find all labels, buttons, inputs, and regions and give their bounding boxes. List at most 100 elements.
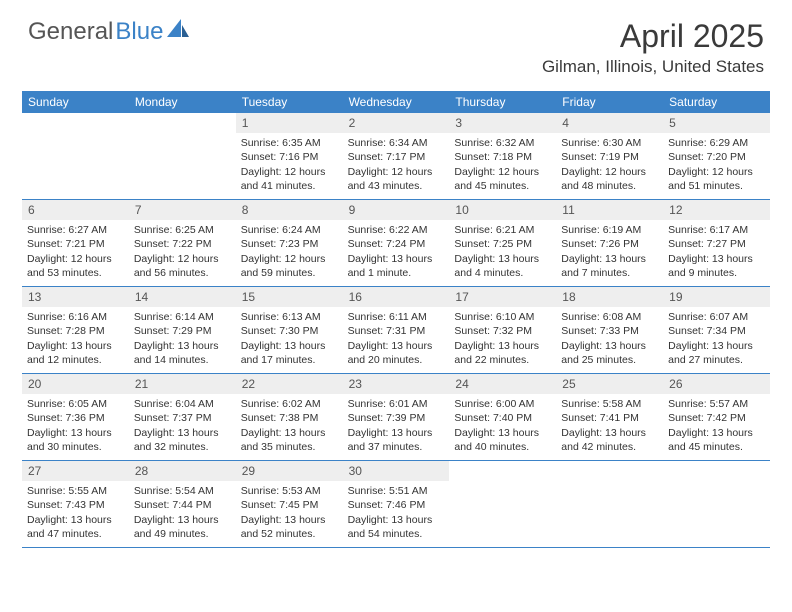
day-cell: 30Sunrise: 5:51 AMSunset: 7:46 PMDayligh… (343, 461, 450, 547)
day-cell: 4Sunrise: 6:30 AMSunset: 7:19 PMDaylight… (556, 113, 663, 199)
daylight-text: Daylight: 13 hours (348, 513, 445, 527)
day-cell: 28Sunrise: 5:54 AMSunset: 7:44 PMDayligh… (129, 461, 236, 547)
sunrise-text: Sunrise: 6:30 AM (561, 136, 658, 150)
day-number: 8 (236, 200, 343, 220)
day-body: Sunrise: 6:30 AMSunset: 7:19 PMDaylight:… (556, 133, 663, 198)
daylight-text: Daylight: 12 hours (348, 165, 445, 179)
day-cell: 1Sunrise: 6:35 AMSunset: 7:16 PMDaylight… (236, 113, 343, 199)
daylight-text: Daylight: 13 hours (348, 339, 445, 353)
daylight-text: and 52 minutes. (241, 527, 338, 541)
sunrise-text: Sunrise: 6:17 AM (668, 223, 765, 237)
day-body: Sunrise: 5:57 AMSunset: 7:42 PMDaylight:… (663, 394, 770, 459)
day-number: 15 (236, 287, 343, 307)
day-cell: 25Sunrise: 5:58 AMSunset: 7:41 PMDayligh… (556, 374, 663, 460)
day-cell: 9Sunrise: 6:22 AMSunset: 7:24 PMDaylight… (343, 200, 450, 286)
sunset-text: Sunset: 7:40 PM (454, 411, 551, 425)
day-body: Sunrise: 6:29 AMSunset: 7:20 PMDaylight:… (663, 133, 770, 198)
day-body: Sunrise: 6:11 AMSunset: 7:31 PMDaylight:… (343, 307, 450, 372)
day-body: Sunrise: 6:16 AMSunset: 7:28 PMDaylight:… (22, 307, 129, 372)
sunset-text: Sunset: 7:32 PM (454, 324, 551, 338)
day-number: 6 (22, 200, 129, 220)
daylight-text: and 59 minutes. (241, 266, 338, 280)
sunset-text: Sunset: 7:27 PM (668, 237, 765, 251)
sunset-text: Sunset: 7:33 PM (561, 324, 658, 338)
day-number: 4 (556, 113, 663, 133)
day-number: 10 (449, 200, 556, 220)
dow-cell: Saturday (663, 91, 770, 113)
daylight-text: Daylight: 13 hours (668, 252, 765, 266)
day-number: 21 (129, 374, 236, 394)
daylight-text: and 45 minutes. (454, 179, 551, 193)
day-number: 20 (22, 374, 129, 394)
week-row: 1Sunrise: 6:35 AMSunset: 7:16 PMDaylight… (22, 113, 770, 200)
day-cell (22, 113, 129, 199)
week-row: 13Sunrise: 6:16 AMSunset: 7:28 PMDayligh… (22, 287, 770, 374)
day-number: 25 (556, 374, 663, 394)
daylight-text: Daylight: 13 hours (241, 513, 338, 527)
daylight-text: Daylight: 13 hours (561, 339, 658, 353)
sunset-text: Sunset: 7:39 PM (348, 411, 445, 425)
day-cell: 8Sunrise: 6:24 AMSunset: 7:23 PMDaylight… (236, 200, 343, 286)
day-cell (129, 113, 236, 199)
day-body: Sunrise: 6:13 AMSunset: 7:30 PMDaylight:… (236, 307, 343, 372)
day-number: 30 (343, 461, 450, 481)
daylight-text: Daylight: 13 hours (454, 426, 551, 440)
sail-icon (167, 18, 189, 46)
day-body: Sunrise: 6:17 AMSunset: 7:27 PMDaylight:… (663, 220, 770, 285)
day-body: Sunrise: 6:00 AMSunset: 7:40 PMDaylight:… (449, 394, 556, 459)
sunrise-text: Sunrise: 5:57 AM (668, 397, 765, 411)
month-title: April 2025 (542, 18, 764, 55)
day-body: Sunrise: 5:55 AMSunset: 7:43 PMDaylight:… (22, 481, 129, 546)
day-cell: 11Sunrise: 6:19 AMSunset: 7:26 PMDayligh… (556, 200, 663, 286)
day-body: Sunrise: 6:24 AMSunset: 7:23 PMDaylight:… (236, 220, 343, 285)
daylight-text: and 54 minutes. (348, 527, 445, 541)
day-body: Sunrise: 6:27 AMSunset: 7:21 PMDaylight:… (22, 220, 129, 285)
daylight-text: and 25 minutes. (561, 353, 658, 367)
sunrise-text: Sunrise: 6:00 AM (454, 397, 551, 411)
daylight-text: and 4 minutes. (454, 266, 551, 280)
daylight-text: Daylight: 12 hours (241, 165, 338, 179)
day-cell: 23Sunrise: 6:01 AMSunset: 7:39 PMDayligh… (343, 374, 450, 460)
dow-cell: Monday (129, 91, 236, 113)
daylight-text: Daylight: 13 hours (27, 339, 124, 353)
daylight-text: Daylight: 13 hours (348, 426, 445, 440)
daylight-text: Daylight: 12 hours (668, 165, 765, 179)
sunrise-text: Sunrise: 5:58 AM (561, 397, 658, 411)
day-number: 16 (343, 287, 450, 307)
daylight-text: Daylight: 13 hours (454, 252, 551, 266)
daylight-text: Daylight: 12 hours (241, 252, 338, 266)
day-number: 9 (343, 200, 450, 220)
sunrise-text: Sunrise: 6:25 AM (134, 223, 231, 237)
day-body: Sunrise: 6:05 AMSunset: 7:36 PMDaylight:… (22, 394, 129, 459)
daylight-text: Daylight: 13 hours (241, 426, 338, 440)
day-body: Sunrise: 6:07 AMSunset: 7:34 PMDaylight:… (663, 307, 770, 372)
day-cell: 3Sunrise: 6:32 AMSunset: 7:18 PMDaylight… (449, 113, 556, 199)
day-body: Sunrise: 6:10 AMSunset: 7:32 PMDaylight:… (449, 307, 556, 372)
daylight-text: Daylight: 13 hours (668, 339, 765, 353)
day-cell: 6Sunrise: 6:27 AMSunset: 7:21 PMDaylight… (22, 200, 129, 286)
day-cell (663, 461, 770, 547)
sunset-text: Sunset: 7:31 PM (348, 324, 445, 338)
sunrise-text: Sunrise: 5:53 AM (241, 484, 338, 498)
daylight-text: Daylight: 12 hours (561, 165, 658, 179)
daylight-text: Daylight: 13 hours (134, 426, 231, 440)
daylight-text: Daylight: 13 hours (561, 252, 658, 266)
daylight-text: Daylight: 13 hours (134, 339, 231, 353)
dow-cell: Friday (556, 91, 663, 113)
sunrise-text: Sunrise: 6:22 AM (348, 223, 445, 237)
day-cell: 19Sunrise: 6:07 AMSunset: 7:34 PMDayligh… (663, 287, 770, 373)
sunrise-text: Sunrise: 6:05 AM (27, 397, 124, 411)
day-number: 13 (22, 287, 129, 307)
sunrise-text: Sunrise: 6:08 AM (561, 310, 658, 324)
sunset-text: Sunset: 7:45 PM (241, 498, 338, 512)
day-number: 14 (129, 287, 236, 307)
day-number: 2 (343, 113, 450, 133)
dow-cell: Thursday (449, 91, 556, 113)
sunset-text: Sunset: 7:44 PM (134, 498, 231, 512)
daylight-text: and 47 minutes. (27, 527, 124, 541)
daylight-text: and 53 minutes. (27, 266, 124, 280)
week-row: 20Sunrise: 6:05 AMSunset: 7:36 PMDayligh… (22, 374, 770, 461)
day-number: 28 (129, 461, 236, 481)
day-cell: 26Sunrise: 5:57 AMSunset: 7:42 PMDayligh… (663, 374, 770, 460)
sunrise-text: Sunrise: 6:29 AM (668, 136, 765, 150)
